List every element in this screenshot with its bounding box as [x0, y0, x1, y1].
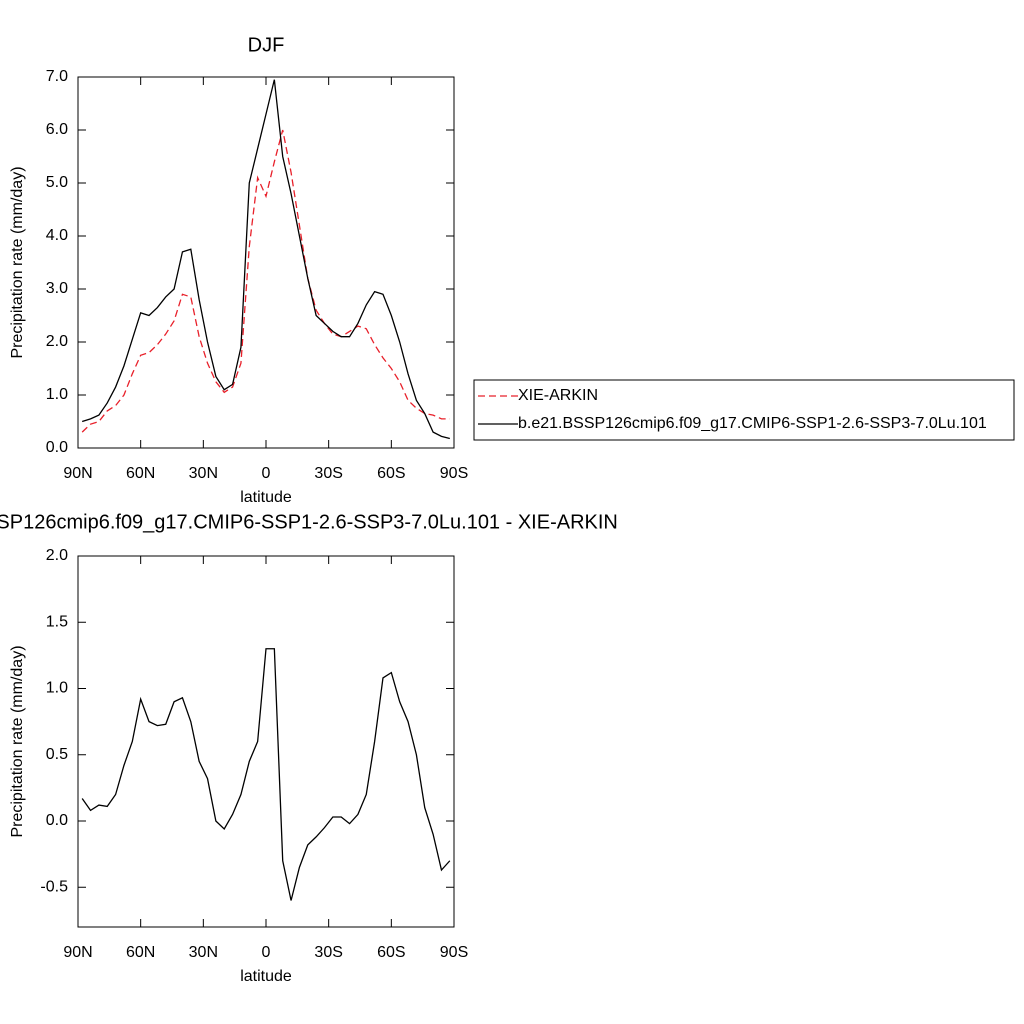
y-axis-label: Precipitation rate (mm/day)	[9, 645, 26, 837]
x-axis-label: latitude	[240, 968, 292, 985]
x-tick-label: 60N	[126, 465, 155, 482]
x-tick-label: 0	[262, 944, 271, 961]
x-tick-label: 90S	[440, 465, 468, 482]
y-tick-label: -0.5	[40, 878, 68, 895]
y-tick-label: 1.0	[46, 386, 68, 403]
y-tick-label: 7.0	[46, 68, 68, 85]
y-tick-label: 4.0	[46, 227, 68, 244]
y-tick-label: 1.0	[46, 680, 68, 697]
x-tick-label: 90S	[440, 944, 468, 961]
plot-frame	[77, 76, 455, 449]
legend-box	[473, 379, 1015, 441]
x-tick-label: 0	[262, 465, 271, 482]
x-tick-label: 30S	[314, 944, 342, 961]
y-tick-label: 1.5	[46, 613, 68, 630]
x-tick-label: 60S	[377, 465, 405, 482]
data-line	[81, 129, 450, 433]
data-line	[81, 648, 451, 901]
chart-title: b.e21.BSSP126cmip6.f09_g17.CMIP6-SSP1-2.…	[0, 511, 618, 533]
y-tick-label: 2.0	[46, 333, 68, 350]
y-tick-label: 5.0	[46, 174, 68, 191]
data-line	[81, 79, 450, 440]
x-tick-label: 30N	[189, 944, 218, 961]
x-tick-label: 90N	[63, 465, 92, 482]
y-tick-label: 2.0	[46, 547, 68, 564]
y-tick-label: 0.5	[46, 746, 68, 763]
x-axis-label: latitude	[240, 489, 292, 506]
x-tick-label: 30N	[189, 465, 218, 482]
x-tick-label: 60N	[126, 944, 155, 961]
legend-label: b.e21.BSSP126cmip6.f09_g17.CMIP6-SSP1-2.…	[518, 415, 987, 432]
chart-title: DJF	[248, 34, 285, 56]
x-tick-label: 90N	[63, 944, 92, 961]
y-axis-label: Precipitation rate (mm/day)	[9, 166, 26, 358]
y-tick-label: 0.0	[46, 812, 68, 829]
plot-frame	[77, 555, 455, 928]
x-tick-label: 30S	[314, 465, 342, 482]
y-tick-label: 3.0	[46, 280, 68, 297]
x-tick-label: 60S	[377, 944, 405, 961]
y-tick-label: 0.0	[46, 439, 68, 456]
legend-label: XIE-ARKIN	[518, 387, 598, 404]
y-tick-label: 6.0	[46, 121, 68, 138]
